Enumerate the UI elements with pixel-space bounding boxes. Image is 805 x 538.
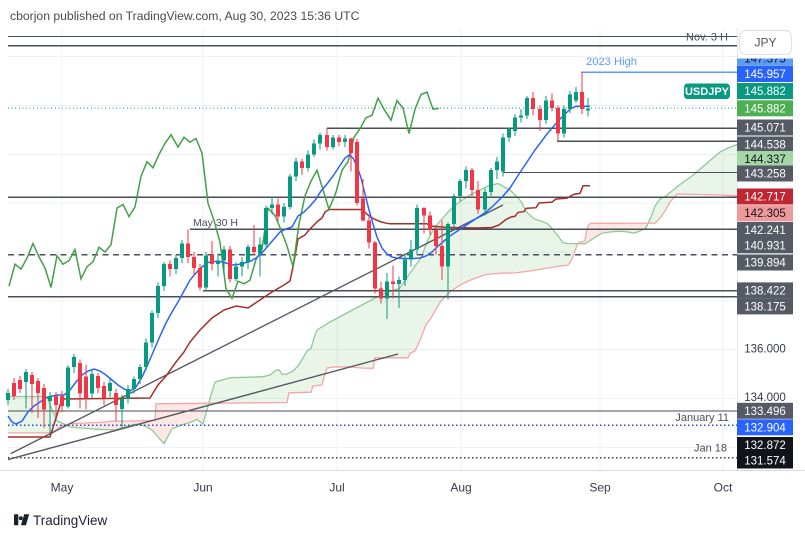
svg-text:138.422: 138.422	[744, 285, 786, 297]
svg-text:Oct: Oct	[714, 481, 733, 495]
svg-text:133.496: 133.496	[744, 406, 786, 418]
svg-text:131.574: 131.574	[744, 456, 786, 468]
svg-text:Jun: Jun	[193, 481, 212, 495]
svg-text:134.000: 134.000	[744, 392, 786, 404]
svg-text:140.931: 140.931	[744, 240, 786, 252]
svg-text:139.894: 139.894	[744, 258, 786, 270]
svg-text:145.882: 145.882	[744, 86, 786, 98]
svg-text:132.872: 132.872	[744, 440, 786, 452]
svg-text:144.337: 144.337	[744, 154, 786, 166]
svg-text:May: May	[51, 481, 74, 495]
svg-text:cborjon published on TradingVi: cborjon published on TradingView.com, Au…	[10, 9, 360, 23]
svg-text:2023 High: 2023 High	[586, 56, 637, 68]
svg-text:145.882: 145.882	[744, 103, 786, 115]
svg-text:145.071: 145.071	[744, 123, 786, 135]
svg-text:Jul: Jul	[329, 481, 344, 495]
svg-text:136.000: 136.000	[744, 344, 786, 356]
svg-text:144.538: 144.538	[744, 140, 786, 152]
svg-text:142.305: 142.305	[744, 208, 786, 220]
svg-text:USDJPY: USDJPY	[685, 86, 730, 98]
svg-text:147.375: 147.375	[744, 54, 786, 66]
svg-text:138.175: 138.175	[744, 301, 786, 313]
svg-text:Sep: Sep	[589, 481, 611, 495]
svg-text:Nov. 3 H: Nov. 3 H	[686, 32, 728, 44]
svg-text:January 11: January 11	[675, 412, 729, 424]
svg-text:145.957: 145.957	[744, 69, 786, 81]
svg-text:May 30 H: May 30 H	[193, 217, 238, 229]
svg-text:Aug: Aug	[450, 481, 471, 495]
svg-text:132.904: 132.904	[744, 422, 786, 434]
svg-text:142.717: 142.717	[744, 192, 786, 204]
svg-text:142.241: 142.241	[744, 225, 786, 237]
svg-text:Jan 18: Jan 18	[694, 443, 727, 455]
svg-text:JPY: JPY	[754, 36, 776, 50]
svg-text:143.258: 143.258	[744, 169, 786, 181]
svg-text:TradingView: TradingView	[33, 513, 108, 528]
